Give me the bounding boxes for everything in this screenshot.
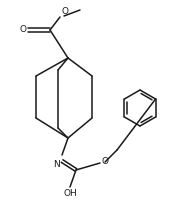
Text: O: O [101,157,108,166]
Text: O: O [61,7,68,16]
Text: O: O [19,26,26,35]
Text: OH: OH [63,189,77,198]
Text: N: N [54,160,60,169]
